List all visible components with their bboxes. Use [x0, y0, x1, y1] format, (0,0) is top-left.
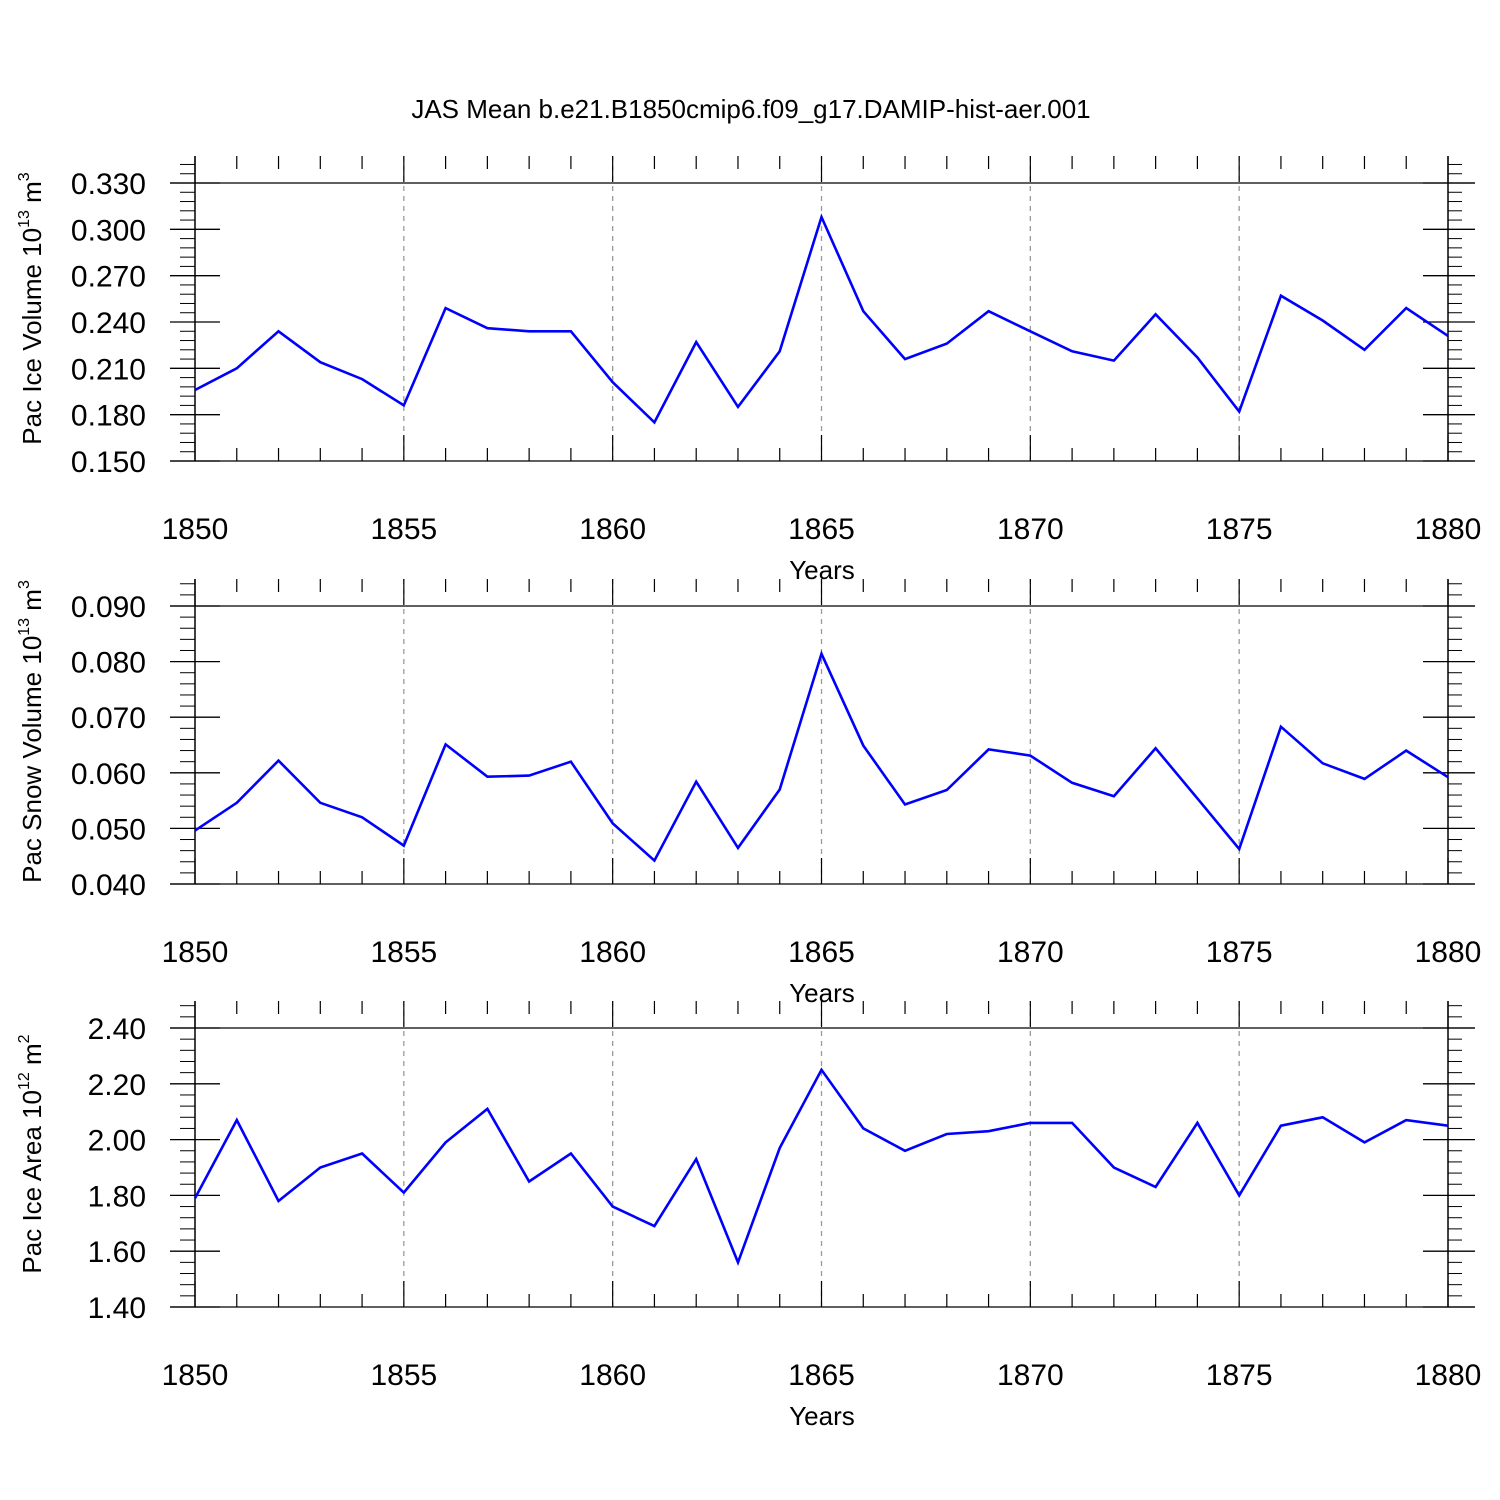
y-axis-label: Pac Ice Area 1012 m2	[16, 1034, 47, 1273]
y-tick-label: 0.150	[71, 446, 146, 479]
y-tick-label: 0.300	[71, 214, 146, 247]
x-tick-label: 1870	[997, 1359, 1064, 1392]
y-tick-label: 2.40	[88, 1013, 146, 1046]
y-axis-label: Pac Ice Volume 1013 m3	[16, 172, 47, 445]
x-tick-label: 1850	[162, 513, 229, 546]
x-axis-label: Years	[789, 1401, 855, 1431]
y-tick-label: 2.20	[88, 1069, 146, 1102]
y-tick-label: 0.040	[71, 869, 146, 902]
y-tick-label: 1.60	[88, 1236, 146, 1269]
y-tick-label: 0.240	[71, 307, 146, 340]
y-axis-label-part: 3	[16, 172, 33, 181]
x-tick-label: 1870	[997, 936, 1064, 969]
x-tick-label: 1855	[370, 513, 437, 546]
y-tick-label: 0.270	[71, 261, 146, 294]
y-axis-label-part: 13	[16, 210, 33, 228]
x-tick-label: 1880	[1415, 936, 1482, 969]
y-tick-label: 0.210	[71, 353, 146, 386]
y-axis-label-part: 13	[16, 618, 33, 636]
x-tick-label: 1860	[579, 1359, 646, 1392]
y-axis-label: Pac Snow Volume 1013 m3	[16, 580, 47, 883]
y-axis-label-part: Pac Ice Volume 10	[17, 228, 47, 445]
y-axis-label-part: m	[17, 1043, 47, 1072]
y-tick-label: 0.180	[71, 400, 146, 433]
x-tick-label: 1860	[579, 936, 646, 969]
x-tick-label: 1880	[1415, 513, 1482, 546]
x-tick-label: 1875	[1206, 1359, 1273, 1392]
x-tick-label: 1875	[1206, 513, 1273, 546]
y-tick-label: 0.060	[71, 758, 146, 791]
x-tick-label: 1850	[162, 936, 229, 969]
y-tick-label: 0.050	[71, 813, 146, 846]
y-axis-label-part: 12	[16, 1072, 33, 1090]
y-tick-label: 0.080	[71, 647, 146, 680]
y-axis-label-part: Pac Ice Area 10	[17, 1090, 47, 1274]
y-tick-label: 1.40	[88, 1292, 146, 1325]
x-tick-label: 1875	[1206, 936, 1273, 969]
x-tick-label: 1880	[1415, 1359, 1482, 1392]
y-axis-label-part: 3	[16, 580, 33, 589]
x-tick-label: 1865	[788, 936, 855, 969]
y-axis-label-part: m	[17, 181, 47, 210]
y-axis-label-part: m	[17, 589, 47, 618]
x-tick-label: 1870	[997, 513, 1064, 546]
y-axis-label-part: Pac Snow Volume 10	[17, 636, 47, 883]
x-tick-label: 1865	[788, 513, 855, 546]
y-tick-label: 0.330	[71, 168, 146, 201]
figure-title: JAS Mean b.e21.B1850cmip6.f09_g17.DAMIP-…	[411, 94, 1090, 124]
y-tick-label: 1.80	[88, 1180, 146, 1213]
panel-1: 0.150 0.180 0.210 0.240 0.270 0.300 0.330 1850 1…	[16, 156, 1481, 585]
x-tick-label: 1855	[370, 936, 437, 969]
x-tick-label: 1860	[579, 513, 646, 546]
x-tick-label: 1850	[162, 1359, 229, 1392]
y-tick-label: 2.00	[88, 1125, 146, 1158]
panel-3: 1.40 1.60 1.80 2.00 2.20 2.40 1850 1855 1860 1865…	[16, 1001, 1481, 1431]
x-tick-label: 1855	[370, 1359, 437, 1392]
panel-2: 0.040 0.050 0.060 0.070 0.080 0.090 1850 1855 18…	[16, 579, 1481, 1008]
y-tick-label: 0.090	[71, 591, 146, 624]
y-axis-label-part: 2	[16, 1034, 33, 1043]
y-tick-label: 0.070	[71, 702, 146, 735]
x-tick-label: 1865	[788, 1359, 855, 1392]
